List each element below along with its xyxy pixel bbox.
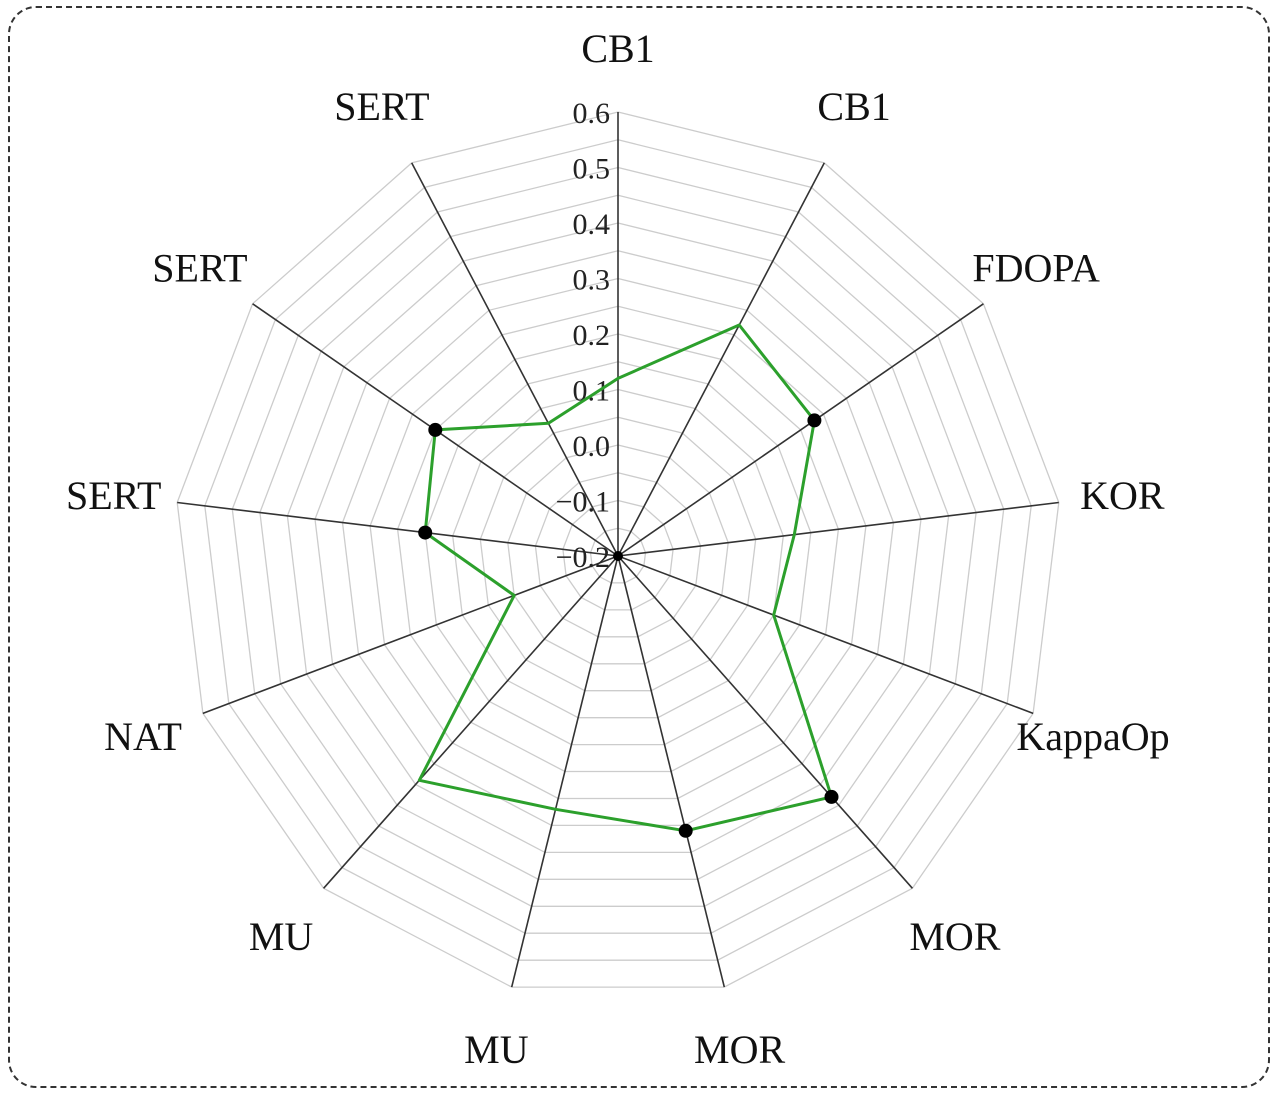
axis-spoke <box>617 555 913 889</box>
axis-spoke <box>510 555 619 988</box>
axis-spoke <box>617 501 1059 557</box>
axis-spoke <box>617 555 726 988</box>
axis-spoke <box>410 162 619 557</box>
axis-label: KOR <box>1080 473 1165 518</box>
center-marker <box>613 551 623 561</box>
data-point-marker <box>678 823 693 838</box>
axis-label: MOR <box>694 1027 785 1072</box>
data-point-marker <box>824 789 839 804</box>
grid-rings <box>176 111 1060 988</box>
radial-tick-label: 0.2 <box>573 319 611 352</box>
series-line <box>417 323 833 833</box>
grid-ring <box>452 388 784 719</box>
axis-spoke <box>177 501 619 557</box>
grid-ring <box>424 361 812 746</box>
grid-ring <box>396 333 840 773</box>
axis-label: SERT <box>334 84 429 129</box>
grid-ring <box>314 250 922 854</box>
axis-labels: CB1 CB1 FDOPA KOR KappaOp MOR MOR MU MU NAT SERT SE… <box>66 26 1170 1072</box>
axis-spoke <box>617 162 826 557</box>
axis-label: MU <box>249 914 314 959</box>
grid-ring <box>341 277 895 827</box>
radial-tick-label: −0.1 <box>556 486 610 519</box>
grid-ring <box>231 166 1005 934</box>
grid-ring <box>507 444 729 665</box>
axis-label: NAT <box>104 714 182 759</box>
axis-spoke <box>617 303 984 557</box>
grid-ring <box>286 222 950 880</box>
axis-spoke <box>202 555 619 715</box>
axis-spokes <box>177 112 1059 988</box>
axis-spoke <box>323 555 619 889</box>
axis-label: CB1 <box>817 84 890 129</box>
radial-tick-label: 0.3 <box>573 264 611 297</box>
axis-label: MU <box>464 1027 529 1072</box>
radial-tick-label: −0.2 <box>556 541 610 574</box>
grid-ring <box>589 527 647 584</box>
grid-ring <box>176 111 1060 988</box>
axis-spoke <box>617 555 1034 715</box>
radial-tick-label: 0.0 <box>573 430 611 463</box>
chart-frame <box>8 6 1270 1088</box>
grid-ring <box>369 305 867 800</box>
data-point-marker <box>807 413 822 428</box>
grid-ring <box>562 499 674 611</box>
series-group <box>417 323 839 838</box>
axis-label: MOR <box>909 914 1000 959</box>
grid-ring <box>204 139 1032 961</box>
grid-ring <box>479 416 757 692</box>
axis-label: KappaOp <box>1016 714 1169 759</box>
grid-ring <box>534 472 702 638</box>
radial-tick-label: 0.6 <box>573 97 611 130</box>
radial-tick-label: 0.5 <box>573 153 611 186</box>
radial-tick-labels: −0.2−0.10.00.10.20.30.40.50.6 <box>556 97 610 574</box>
data-point-marker <box>418 525 433 540</box>
axis-label: SERT <box>66 473 161 518</box>
axis-label: SERT <box>152 245 247 290</box>
grid-ring <box>259 194 977 907</box>
radial-tick-label: 0.4 <box>573 208 611 241</box>
data-point-marker <box>428 422 443 437</box>
axis-label: CB1 <box>581 26 654 71</box>
axis-label: FDOPA <box>972 245 1100 290</box>
